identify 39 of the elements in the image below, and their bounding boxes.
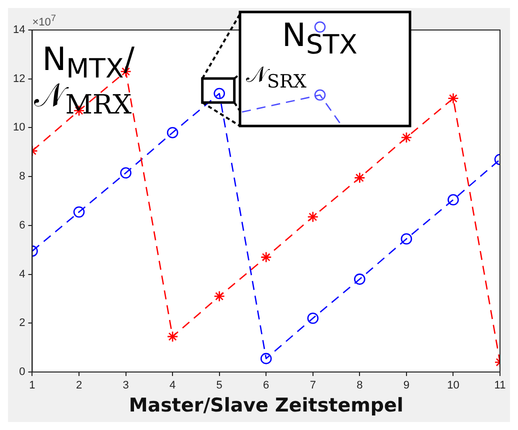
y-tick-label: 12 (12, 72, 26, 85)
x-tick-label: 7 (310, 380, 316, 392)
point (354, 172, 366, 184)
point (214, 290, 225, 302)
annotation: N$_{MTX}$/ (42, 40, 134, 84)
annotation: 𝒩$_{SRX}$ (246, 63, 306, 94)
y-tick-label: 14 (12, 24, 26, 36)
y-tick-label: 2 (19, 317, 26, 330)
point (307, 312, 319, 324)
point (448, 92, 459, 104)
point (307, 211, 319, 223)
x-tick-label: 5 (216, 380, 222, 392)
x-axis-title: Master/Slave Zeitstempel (128, 394, 404, 417)
y-tick-label: 6 (19, 219, 26, 232)
point (260, 352, 272, 364)
x-tick-label: 8 (356, 380, 363, 392)
annotation: N$_{STX}$ (282, 16, 358, 62)
point (448, 194, 459, 206)
y-tick-label: 8 (19, 170, 26, 183)
y-tick-label: 4 (19, 268, 26, 280)
point (73, 206, 85, 218)
point (166, 126, 178, 138)
point (400, 132, 412, 144)
x-tick-label: 2 (76, 380, 82, 392)
point (166, 330, 178, 342)
point (120, 167, 132, 179)
point (400, 233, 412, 245)
x-tick-label: 6 (263, 380, 270, 392)
x-tick-label: 9 (403, 380, 410, 392)
x-tick-label: 10 (447, 380, 460, 392)
text: ×10$^{7}$ (32, 13, 56, 29)
x-tick-label: 4 (170, 380, 176, 392)
x-tick-label: 11 (494, 380, 506, 392)
point (260, 252, 272, 263)
point (354, 274, 366, 285)
y-tick-label: 10 (12, 122, 26, 134)
x-tick-label: 1 (29, 380, 36, 392)
x-tick-label: 3 (122, 380, 129, 392)
y-tick-label: 0 (19, 366, 26, 378)
